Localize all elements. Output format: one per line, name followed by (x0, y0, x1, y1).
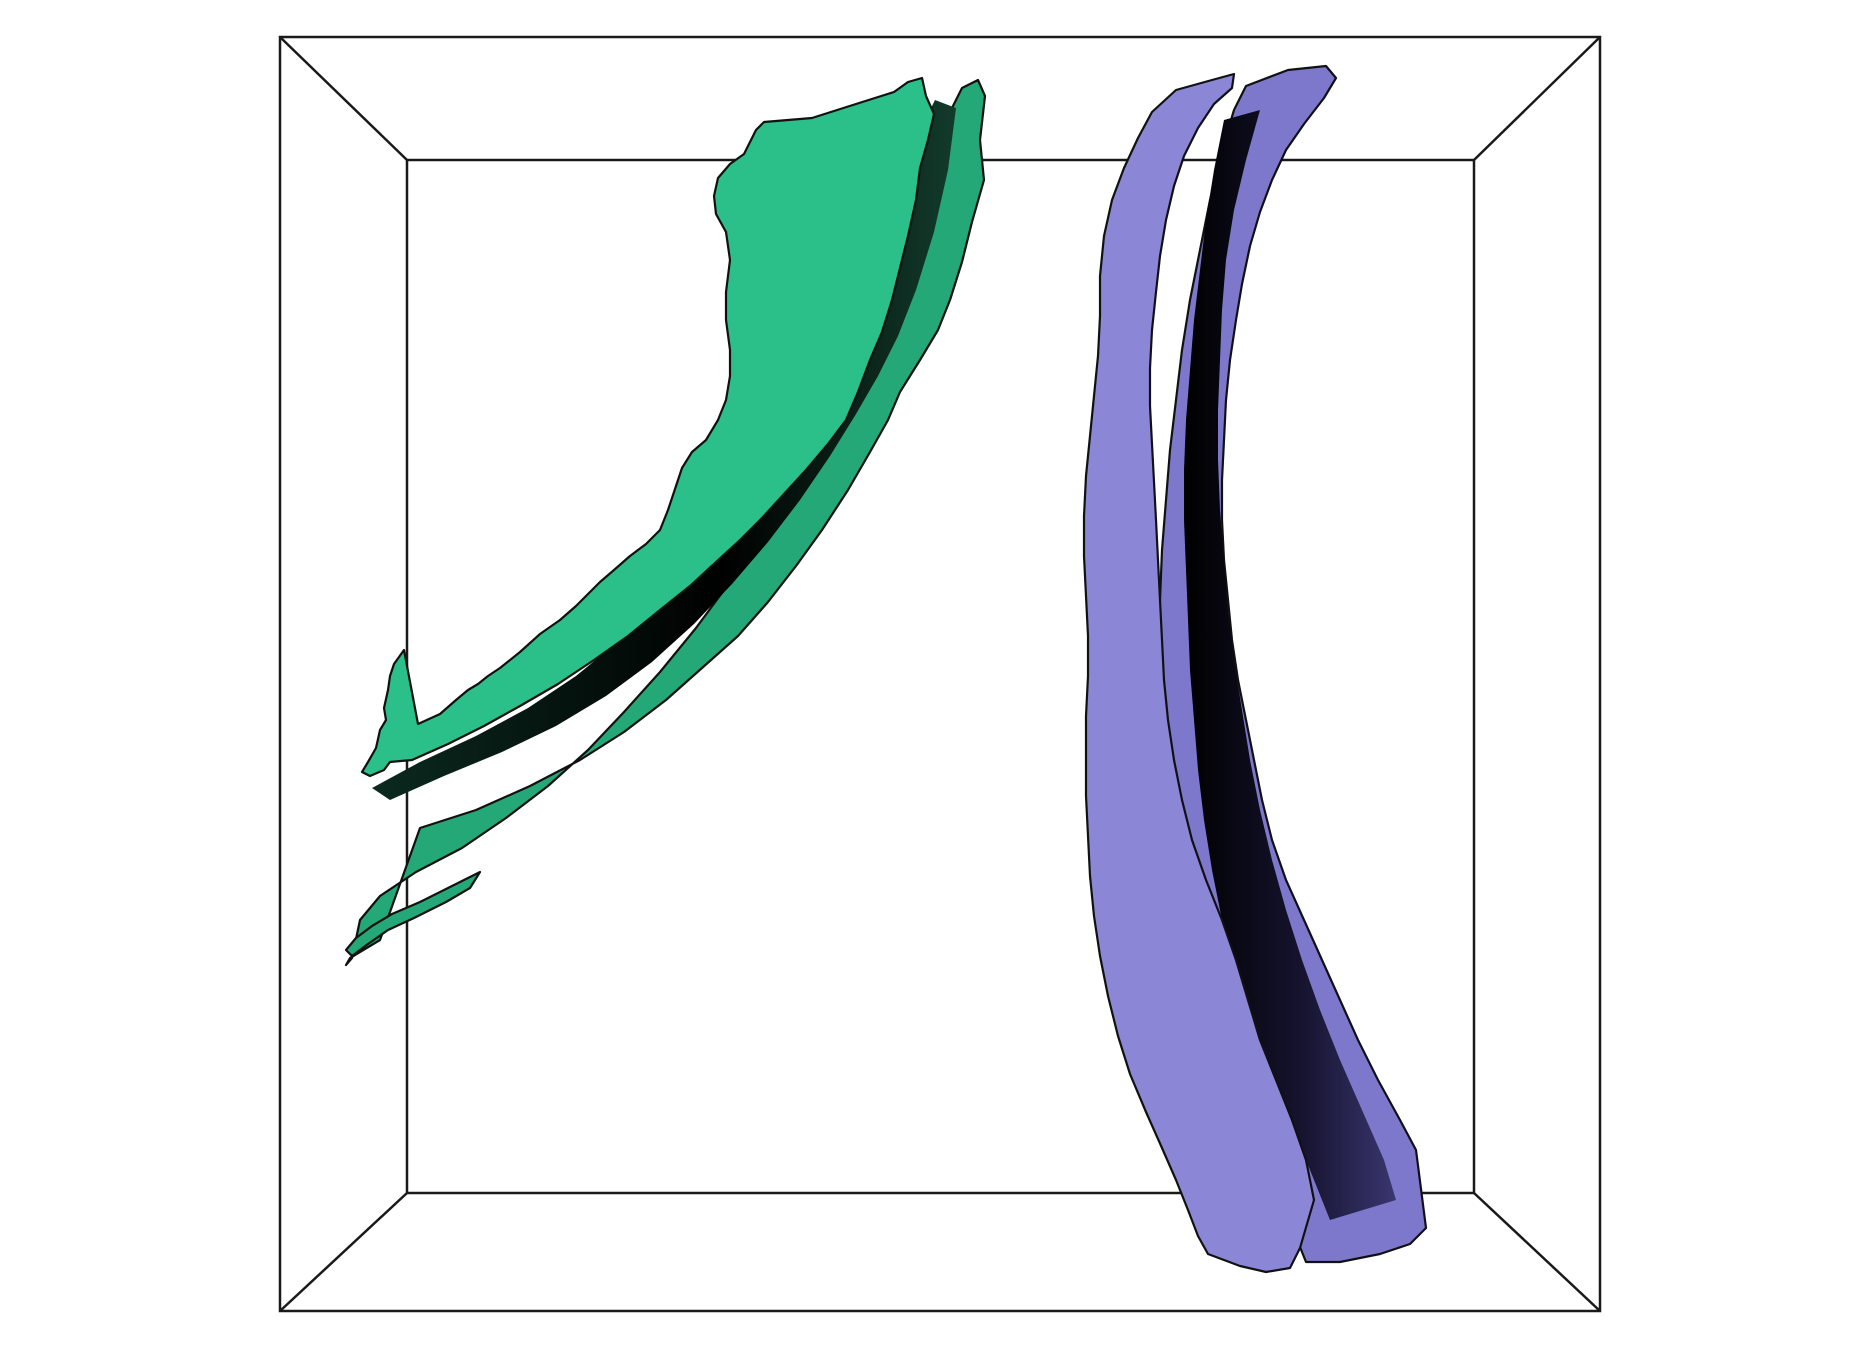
purple-front-sheet (1082, 72, 1316, 1274)
edge-top-right (1473, 36, 1601, 161)
purple-membrane-pair (1082, 64, 1428, 1274)
edge-bottom-left (279, 1192, 408, 1312)
edge-bottom-right (1473, 1192, 1601, 1312)
purple-gap-shadow (1184, 110, 1396, 1220)
green-membrane-pair (344, 76, 987, 967)
green-back-flange (344, 870, 482, 958)
outer-frame (278, 35, 1602, 1313)
green-front-sheet (360, 76, 936, 778)
edge-top-left (279, 36, 408, 161)
